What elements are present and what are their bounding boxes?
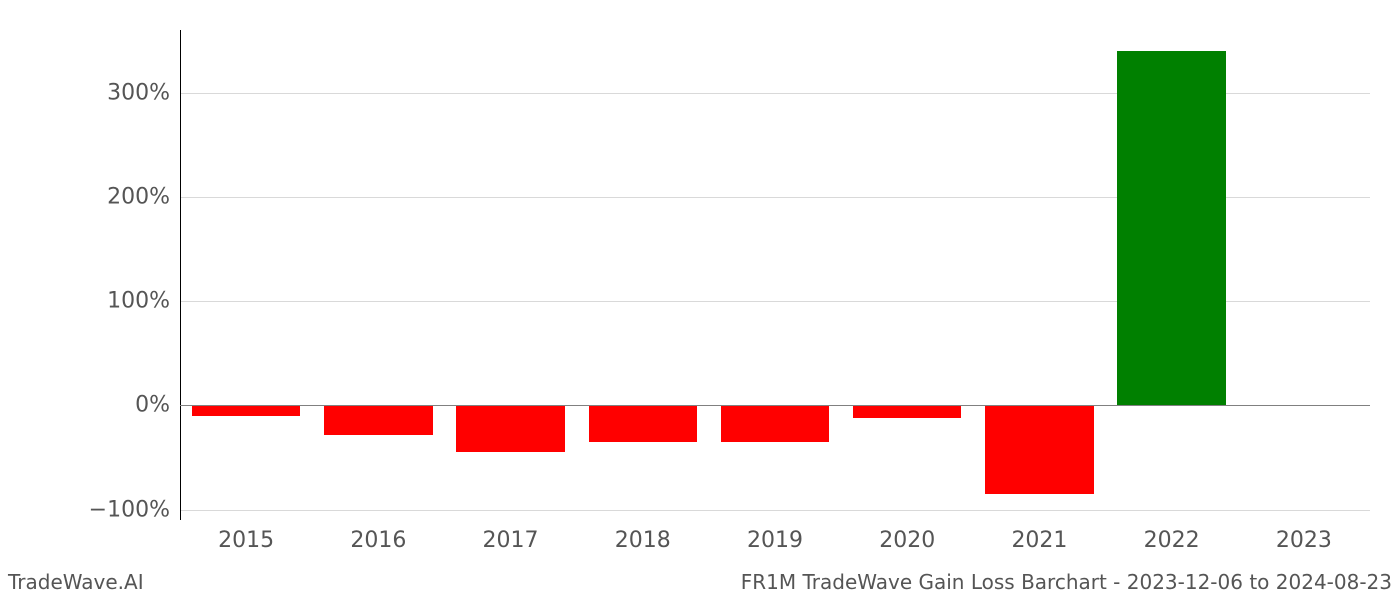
bar bbox=[324, 405, 432, 434]
x-tick-label: 2016 bbox=[350, 520, 406, 553]
footer-right-label: FR1M TradeWave Gain Loss Barchart - 2023… bbox=[733, 564, 1400, 600]
y-tick-label: 200% bbox=[107, 184, 180, 209]
gain-loss-barchart: −100% 0% 100% 200% 300% 2015 2016 2017 2018 2019 2… bbox=[0, 0, 1400, 600]
bar bbox=[985, 405, 1093, 494]
x-tick-label: 2021 bbox=[1011, 520, 1067, 553]
x-tick-label: 2015 bbox=[218, 520, 274, 553]
x-tick-label: 2020 bbox=[879, 520, 935, 553]
y-tick-label: 300% bbox=[107, 80, 180, 105]
zero-line bbox=[180, 405, 1370, 406]
y-tick-label: 0% bbox=[135, 393, 180, 418]
x-tick-label: 2023 bbox=[1276, 520, 1332, 553]
y-tick-label: 100% bbox=[107, 289, 180, 314]
y-axis-spine bbox=[180, 30, 181, 520]
y-tick-label: −100% bbox=[89, 497, 180, 522]
gridline bbox=[180, 510, 1370, 511]
x-tick-label: 2017 bbox=[483, 520, 539, 553]
plot-area: −100%0%100%200%300%201520162017201820192… bbox=[180, 30, 1370, 520]
bar bbox=[589, 405, 697, 441]
bar bbox=[456, 405, 564, 452]
x-tick-label: 2018 bbox=[615, 520, 671, 553]
x-tick-label: 2022 bbox=[1144, 520, 1200, 553]
bar bbox=[721, 405, 829, 441]
bar bbox=[192, 405, 300, 415]
x-tick-label: 2019 bbox=[747, 520, 803, 553]
bar bbox=[853, 405, 961, 418]
bar bbox=[1117, 51, 1225, 405]
footer-left-label: TradeWave.AI bbox=[0, 564, 152, 600]
